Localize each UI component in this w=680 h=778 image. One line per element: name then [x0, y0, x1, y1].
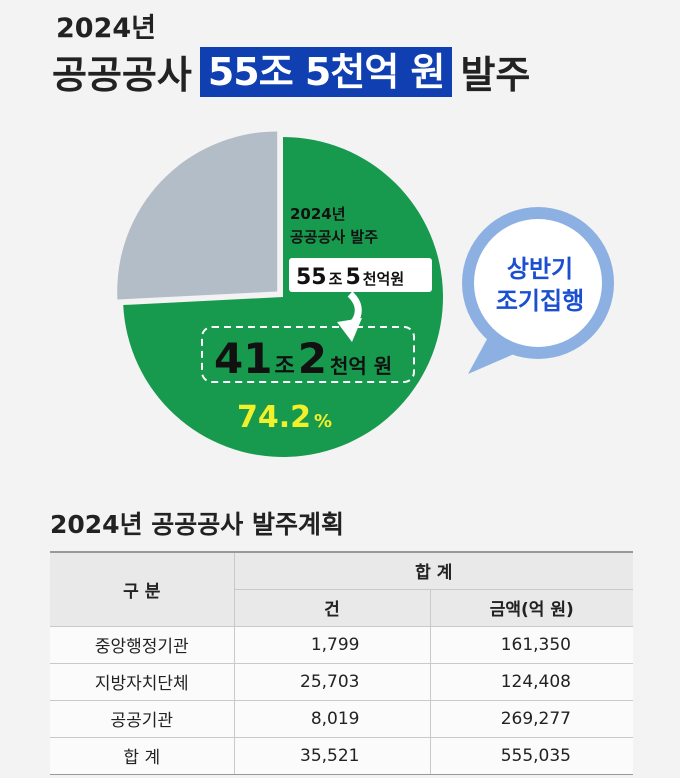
- row-amount: 124,408: [429, 663, 633, 701]
- row-amount: 555,035: [429, 737, 633, 775]
- header-category: 구 분: [50, 551, 234, 627]
- header-year: 2024년: [56, 13, 156, 44]
- total-unit-1: 조: [329, 270, 343, 288]
- table-row: 지방자치단체 25,703 124,408: [50, 663, 633, 701]
- percent-label: 74.2%: [237, 400, 332, 435]
- total-box: [289, 258, 432, 292]
- early-num-1: 41: [214, 334, 272, 383]
- total-num-2: 5: [345, 265, 360, 290]
- headline: 공공공사 55조 5천억 원 발주: [52, 44, 530, 99]
- table-row: 중앙행정기관 1,799 161,350: [50, 626, 633, 664]
- inner-label-line-2: 공공공사 발주: [290, 228, 378, 246]
- early-unit-1: 조: [274, 354, 294, 379]
- early-num-2: 2: [298, 334, 327, 383]
- bubble-line-2: 조기집행: [496, 287, 584, 315]
- total-amount: 55 조 5 천억원: [296, 265, 404, 290]
- total-unit-2: 천억원: [363, 270, 404, 288]
- inner-label-line-1: 2024년: [290, 205, 346, 223]
- early-amount: 41조2 천억 원: [214, 334, 392, 383]
- headline-prefix: 공공공사: [52, 53, 192, 97]
- row-category: 중앙행정기관: [50, 626, 234, 664]
- percent-unit: %: [314, 411, 332, 432]
- row-count: 1,799: [233, 626, 430, 664]
- headline-highlight: 55조 5천억 원: [199, 46, 453, 97]
- table-title: 2024년 공공공사 발주계획: [50, 510, 344, 539]
- total-num-1: 55: [296, 265, 327, 290]
- speech-bubble-inner: [474, 219, 602, 347]
- row-count: 25,703: [233, 663, 430, 701]
- bubble-line-1: 상반기: [507, 255, 573, 283]
- row-amount: 161,350: [429, 626, 633, 664]
- row-category: 공공기관: [50, 700, 234, 738]
- header-total: 합 계: [233, 551, 633, 590]
- plan-table: 구 분 합 계 건 금액(억 원) 중앙행정기관 1,799 161,350 지…: [50, 551, 633, 775]
- pie-slice-remaining: [117, 131, 278, 300]
- row-count: 8,019: [233, 700, 430, 738]
- early-box: [201, 326, 415, 383]
- row-category: 합 계: [50, 737, 234, 775]
- early-unit-2: 천억 원: [330, 354, 392, 378]
- row-category: 지방자치단체: [50, 663, 234, 701]
- row-count: 35,521: [233, 737, 430, 775]
- percent-value: 74.2: [237, 400, 311, 435]
- header-amount: 금액(억 원): [429, 589, 633, 627]
- down-arrow-icon: [337, 291, 362, 342]
- headline-suffix: 발주: [460, 53, 531, 97]
- table-row-total: 합 계 35,521 555,035: [50, 737, 633, 775]
- table-row: 공공기관 8,019 269,277: [50, 700, 633, 738]
- speech-bubble: 상반기 조기집행: [462, 207, 614, 374]
- row-amount: 269,277: [429, 700, 633, 738]
- header-count: 건: [233, 589, 430, 627]
- pie-chart: 상반기 조기집행 2024년 공공공사 발주 55 조 5 천억원 41조2 천억 원 …: [117, 131, 614, 457]
